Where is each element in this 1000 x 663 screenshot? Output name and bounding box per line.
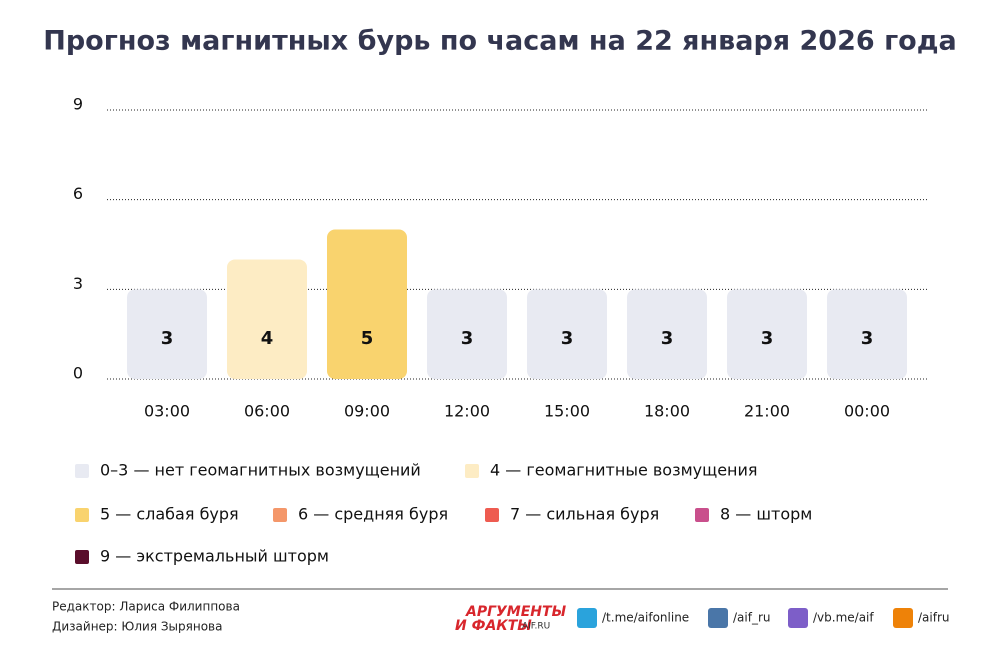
link[interactable]: /aifru <box>918 611 950 625</box>
x-tick-label: 06:00 <box>244 402 290 421</box>
y-tick-label: 3 <box>73 274 83 293</box>
link[interactable]: /vb.me/aif <box>813 611 874 625</box>
value-label: 5 <box>361 328 374 349</box>
x-tick-label: 21:00 <box>744 402 790 421</box>
y-tick-label: 6 <box>73 184 83 203</box>
link[interactable]: /aif_ru <box>733 611 771 625</box>
x-tick-label: 12:00 <box>444 402 490 421</box>
x-tick-label: 18:00 <box>644 402 690 421</box>
legend-label: 0–3 — нет геомагнитных возмущений <box>100 461 421 480</box>
logo-domain: AIF.RU <box>522 622 550 632</box>
bar <box>327 229 407 379</box>
value-label: 3 <box>661 328 674 349</box>
legend-swatch <box>75 550 89 564</box>
link[interactable]: /t.me/aifonline <box>602 611 689 625</box>
legend-label: 4 — геомагнитные возмущения <box>490 461 758 480</box>
value-label: 3 <box>461 328 474 349</box>
social-links: /t.me/aifonline /aif_ru /vb.me/aif /aifr… <box>577 608 950 628</box>
legend-label: 8 — шторм <box>720 505 812 524</box>
legend-swatch <box>75 464 89 478</box>
bar <box>827 289 907 379</box>
designer: Дизайнер: Юлия Зырянова <box>52 620 222 634</box>
bar <box>527 289 607 379</box>
bar <box>427 289 507 379</box>
legend-label: 9 — экстремальный шторм <box>100 547 329 566</box>
legend-swatch <box>695 508 709 522</box>
value-label: 4 <box>261 328 274 349</box>
bar <box>727 289 807 379</box>
telegram-icon <box>577 608 597 628</box>
y-tick-label: 9 <box>73 95 83 114</box>
legend-swatch <box>485 508 499 522</box>
editor: Редактор: Лариса Филиппова <box>52 600 240 614</box>
vk-icon <box>708 608 728 628</box>
bar <box>627 289 707 379</box>
logo-line: И ФАКТЫ <box>455 618 532 634</box>
bar <box>227 259 307 379</box>
logo-line: АРГУМЕНТЫ <box>465 604 567 620</box>
value-label: 3 <box>561 328 574 349</box>
legend-label: 6 — средняя буря <box>298 505 448 524</box>
value-label: 3 <box>161 328 174 349</box>
value-label: 3 <box>761 328 774 349</box>
x-tick-label: 09:00 <box>344 402 390 421</box>
x-tick-label: 03:00 <box>144 402 190 421</box>
value-label: 3 <box>861 328 874 349</box>
ok-icon <box>893 608 913 628</box>
logo: АРГУМЕНТЫ И ФАКТЫ AIF.RU <box>455 604 567 634</box>
legend-swatch <box>273 508 287 522</box>
y-tick-label: 0 <box>73 364 83 383</box>
legend-swatch <box>75 508 89 522</box>
chart-title: Прогноз магнитных бурь по часам на 22 ян… <box>43 26 957 57</box>
legend-swatch <box>465 464 479 478</box>
x-tick-label: 15:00 <box>544 402 590 421</box>
x-tick-label: 00:00 <box>844 402 890 421</box>
legend-label: 5 — слабая буря <box>100 505 239 524</box>
bar <box>127 289 207 379</box>
legend-label: 7 — сильная буря <box>510 505 659 524</box>
viber-icon <box>788 608 808 628</box>
